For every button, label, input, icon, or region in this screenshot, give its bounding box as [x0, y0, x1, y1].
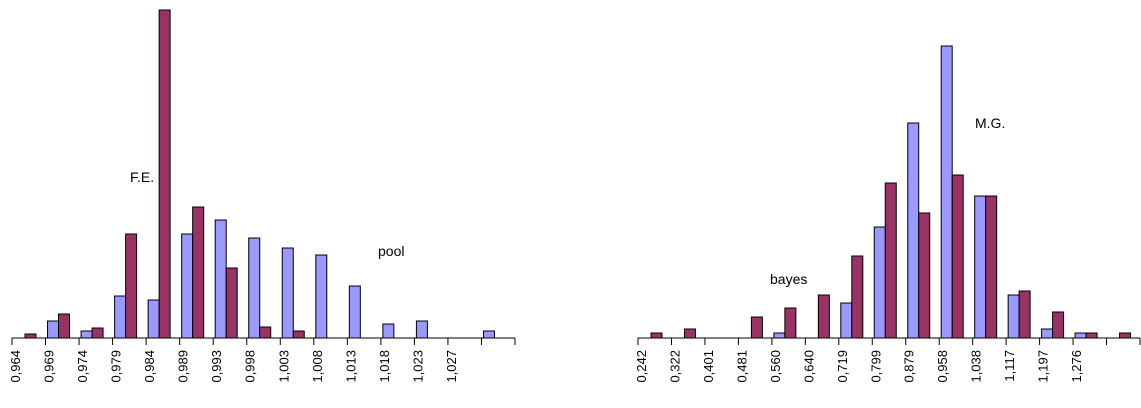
bar — [974, 195, 987, 339]
bar — [348, 285, 361, 339]
x-tick-label: 0,640 — [801, 350, 816, 383]
series-label: bayes — [770, 271, 807, 287]
bar — [58, 313, 71, 339]
bar — [951, 174, 964, 339]
series-label: pool — [378, 243, 404, 259]
x-tick-label: 0,242 — [634, 350, 649, 383]
bar — [840, 302, 853, 339]
bar — [214, 219, 227, 339]
x-tick-label: 1,013 — [343, 350, 358, 383]
bar — [683, 328, 696, 339]
bar — [147, 299, 160, 339]
bar — [1085, 332, 1098, 339]
bar — [918, 212, 931, 339]
bar — [80, 330, 93, 339]
x-tick-label: 0,879 — [902, 350, 917, 383]
x-tick-label: 0,322 — [667, 350, 682, 383]
bar — [773, 332, 786, 339]
bar — [248, 237, 261, 339]
bar — [1007, 294, 1020, 339]
bar — [1041, 328, 1054, 339]
series-label: F.E. — [130, 169, 154, 185]
bar — [114, 295, 127, 339]
bar — [181, 233, 194, 339]
bar — [482, 330, 495, 339]
bar — [225, 267, 238, 339]
bar — [750, 316, 763, 339]
bar — [817, 294, 830, 339]
x-tick-label: 1,008 — [310, 350, 325, 383]
bar — [24, 333, 37, 339]
x-tick-label: 0,401 — [701, 350, 716, 383]
x-tick-label: 0,984 — [142, 350, 157, 383]
bar — [907, 122, 920, 339]
bar — [1018, 290, 1031, 339]
x-tick-label: 0,974 — [75, 350, 90, 383]
x-tick-label: 1,003 — [276, 350, 291, 383]
bar — [292, 330, 305, 339]
bar — [1074, 332, 1087, 339]
bar — [192, 206, 205, 339]
series-label: M.G. — [975, 115, 1005, 131]
bar — [985, 195, 998, 339]
bar — [91, 327, 104, 339]
x-tick-label: 1,023 — [410, 350, 425, 383]
x-tick-label: 0,969 — [42, 350, 57, 383]
bar — [784, 307, 797, 339]
x-tick-label: 0,799 — [868, 350, 883, 383]
bar — [884, 182, 897, 339]
bar — [1052, 311, 1065, 339]
x-tick-label: 1,027 — [444, 350, 459, 383]
bar — [650, 332, 663, 339]
bar — [259, 326, 272, 339]
x-tick-label: 0,964 — [8, 350, 23, 383]
x-tick-label: 1,018 — [377, 350, 392, 383]
x-tick-label: 0,979 — [109, 350, 124, 383]
x-tick-label: 0,998 — [243, 350, 258, 383]
bar — [851, 255, 864, 339]
bar — [415, 320, 428, 339]
bar — [1119, 332, 1132, 339]
bar — [940, 45, 953, 339]
x-tick-label: 1,117 — [1002, 350, 1017, 382]
x-tick-label: 0,560 — [768, 350, 783, 383]
bar — [382, 323, 395, 339]
x-tick-label: 1,197 — [1036, 350, 1051, 383]
x-tick-label: 1,276 — [1069, 350, 1084, 383]
bar — [315, 254, 328, 339]
x-tick-label: 0,481 — [734, 350, 749, 383]
bar — [158, 9, 171, 339]
x-tick-label: 0,958 — [935, 350, 950, 383]
x-tick-label: 1,038 — [969, 350, 984, 383]
bar — [47, 320, 60, 339]
bar — [125, 233, 138, 339]
x-tick-label: 0,989 — [176, 350, 191, 383]
x-tick-label: 0,719 — [835, 350, 850, 383]
bar — [281, 247, 294, 339]
bar — [873, 226, 886, 339]
x-tick-label: 0,993 — [209, 350, 224, 383]
